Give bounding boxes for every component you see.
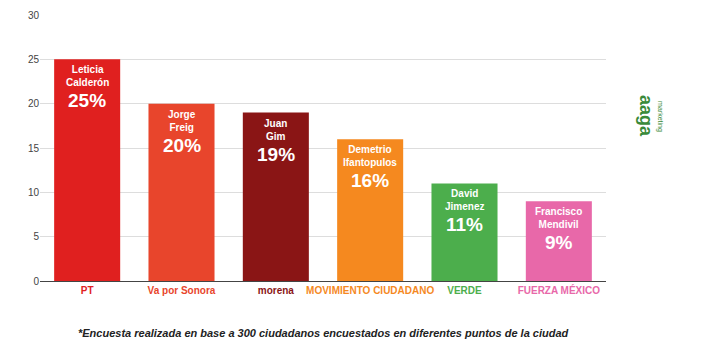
svg-text:Va por Sonora: Va por Sonora: [148, 285, 216, 296]
svg-text:FranciscoMendivil: FranciscoMendivil: [535, 206, 582, 230]
svg-text:10: 10: [28, 187, 40, 198]
svg-text:PT: PT: [81, 285, 94, 296]
svg-text:JuanGim: JuanGim: [264, 118, 287, 142]
svg-text:11%: 11%: [446, 214, 483, 235]
svg-text:*Encuesta realizada en base a: *Encuesta realizada en base a 300 ciudad…: [78, 327, 569, 339]
svg-text:FUERZA MÉXICO: FUERZA MÉXICO: [518, 284, 601, 296]
svg-text:20%: 20%: [163, 135, 201, 156]
svg-text:MOVIMIENTO CIUDADANO: MOVIMIENTO CIUDADANO: [306, 285, 434, 296]
svg-text:19%: 19%: [257, 144, 295, 165]
svg-text:aaga: aaga: [636, 95, 656, 137]
svg-text:DemetrioIfantopulos: DemetrioIfantopulos: [343, 144, 397, 168]
svg-text:25: 25: [28, 54, 40, 65]
svg-text:DavidJimenez: DavidJimenez: [445, 188, 484, 212]
svg-text:16%: 16%: [351, 170, 389, 191]
svg-text:20: 20: [28, 98, 40, 109]
svg-text:VERDE: VERDE: [447, 285, 482, 296]
svg-text:30: 30: [28, 10, 40, 21]
svg-text:JorgeFreig: JorgeFreig: [168, 109, 196, 133]
svg-text:25%: 25%: [68, 90, 106, 111]
svg-text:9%: 9%: [545, 232, 573, 253]
svg-text:LeticiaCalderón: LeticiaCalderón: [66, 64, 109, 88]
svg-text:0: 0: [33, 276, 39, 287]
svg-text:15: 15: [28, 143, 40, 154]
svg-text:5: 5: [33, 231, 39, 242]
svg-text:marketing: marketing: [656, 101, 664, 132]
svg-text:morena: morena: [258, 285, 295, 296]
